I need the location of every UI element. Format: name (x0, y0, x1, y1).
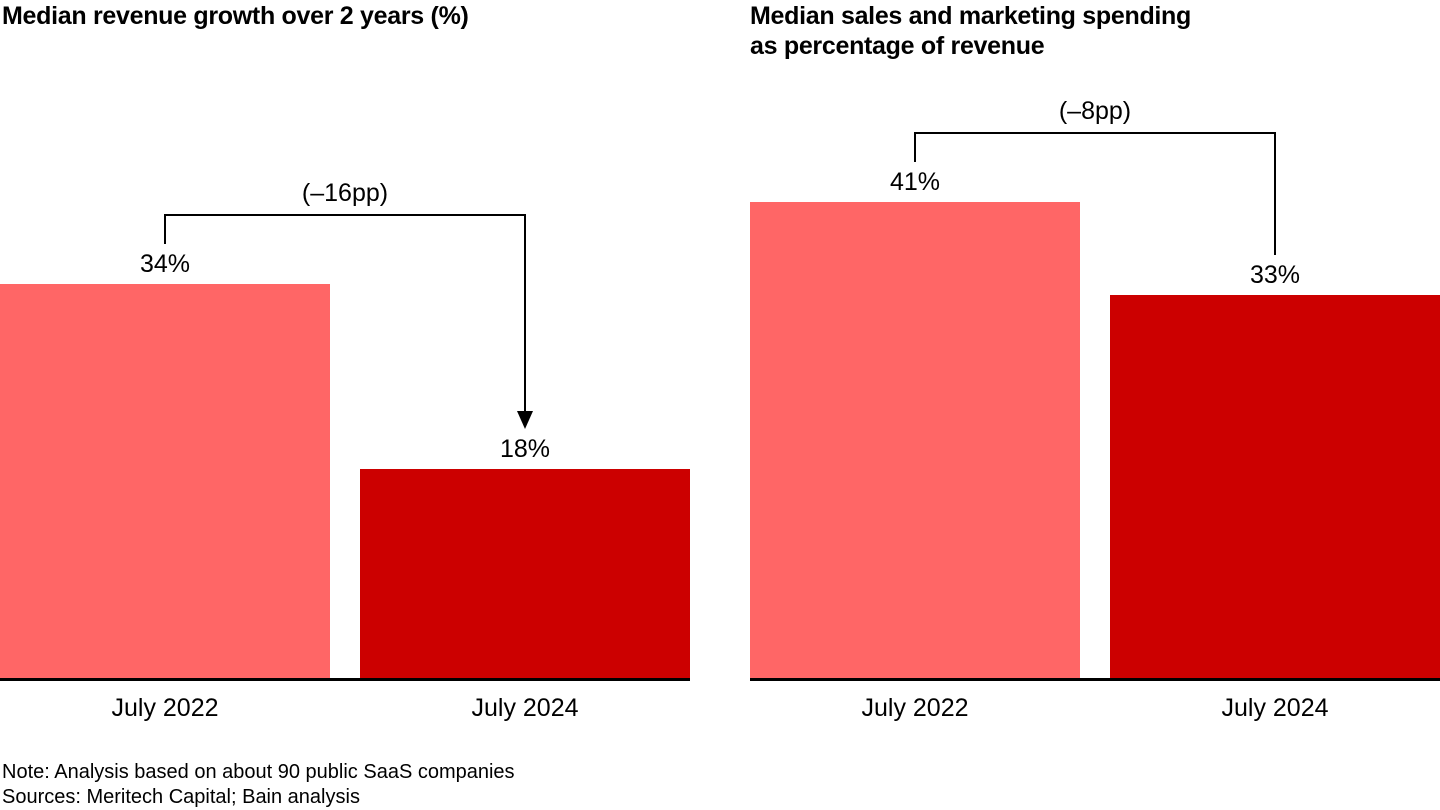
right-chart-title-line1: Median sales and marketing spending (750, 2, 1192, 30)
bracket-left-tick (164, 213, 166, 244)
bracket-left-tick (914, 132, 916, 163)
down-arrow-icon (517, 411, 533, 430)
bracket-right-arm (1274, 132, 1276, 256)
left-chart-title: Median revenue growth over 2 years (%) (2, 1, 602, 31)
x-axis-label: July 2022 (861, 694, 969, 722)
right-chart-bar-july-2022 (750, 202, 1080, 678)
bar-value-label: 41% (889, 168, 941, 197)
left-chart-bar-july-2022 (0, 283, 330, 678)
change-annotation: (–16pp) (301, 178, 389, 207)
bar-value-label: 33% (1249, 261, 1301, 290)
left-chart-title-text: Median revenue growth over 2 years (%) (2, 2, 469, 30)
bracket-line (164, 213, 526, 216)
sources-text: Sources: Meritech Capital; Bain analysis (2, 786, 360, 808)
left-chart-bar-july-2024 (360, 469, 690, 678)
x-axis-line (0, 678, 690, 681)
bar-value-label: 18% (499, 435, 551, 464)
right-chart-bar-july-2024 (1110, 295, 1440, 678)
x-axis-label: July 2024 (471, 694, 579, 722)
bracket-right-arm (524, 213, 526, 416)
note-text: Note: Analysis based on about 90 public … (2, 761, 515, 783)
right-chart-title-line2: as percentage of revenue (750, 32, 1045, 60)
x-axis-label: July 2024 (1221, 694, 1329, 722)
bar-value-label: 34% (139, 249, 191, 278)
change-annotation: (–8pp) (1058, 97, 1132, 126)
right-chart-title: Median sales and marketing spending as p… (750, 1, 1290, 61)
x-axis-label: July 2022 (111, 694, 219, 722)
x-axis-line (750, 678, 1440, 681)
bracket-line (914, 132, 1276, 135)
